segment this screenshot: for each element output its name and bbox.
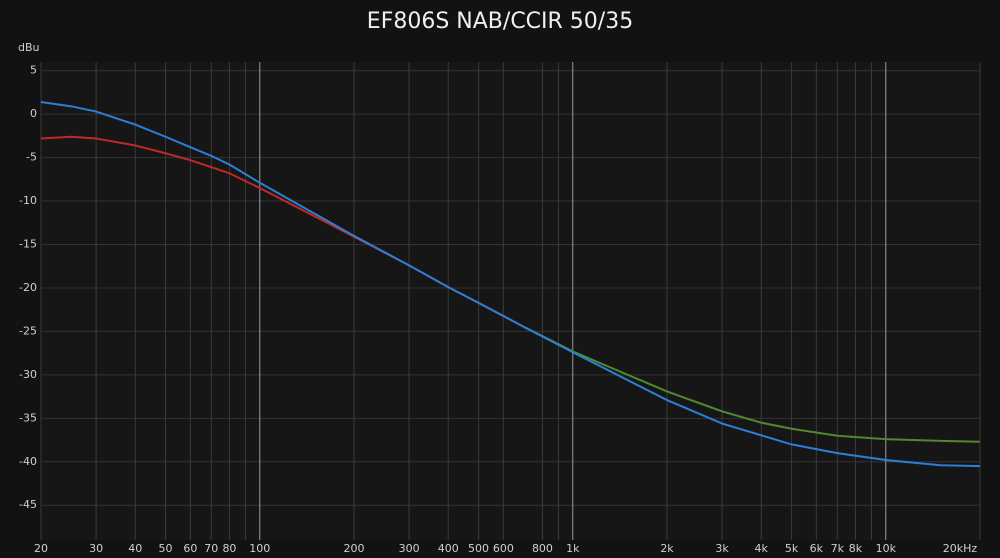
x-tick-label: 50 <box>159 542 173 555</box>
plot-area <box>41 62 980 540</box>
y-tick-label: -40 <box>19 455 37 468</box>
x-tick-label: 4k <box>755 542 769 555</box>
x-tick-label: 70 <box>204 542 218 555</box>
x-tick-label: 80 <box>222 542 236 555</box>
x-tick-label: 10k <box>876 542 897 555</box>
x-tick-label: 300 <box>399 542 420 555</box>
y-tick-label: -30 <box>19 368 37 381</box>
x-tick-label: 400 <box>438 542 459 555</box>
x-tick-label: 600 <box>493 542 514 555</box>
series-line <box>40 100 981 468</box>
y-tick-label: -25 <box>19 324 37 337</box>
chart-title: EF806S NAB/CCIR 50/35 <box>367 9 633 34</box>
x-tick-label: 20kHz <box>943 542 978 555</box>
x-tick-label: 40 <box>128 542 142 555</box>
y-tick-label: -10 <box>19 194 37 207</box>
x-tick-label: 30 <box>89 542 103 555</box>
y-tick-label: -35 <box>19 411 37 424</box>
x-tick-label: 6k <box>810 542 824 555</box>
y-tick-label: -20 <box>19 281 37 294</box>
x-tick-label: 5k <box>785 542 799 555</box>
x-tick-label: 500 <box>468 542 489 555</box>
x-tick-label: 8k <box>849 542 863 555</box>
x-tick-label: 800 <box>532 542 553 555</box>
x-tick-label: 3k <box>715 542 729 555</box>
series-line <box>523 326 981 443</box>
y-tick-label: -15 <box>19 238 37 251</box>
x-tick-label: 2k <box>660 542 674 555</box>
y-tick-label: 5 <box>30 64 37 77</box>
x-tick-label: 200 <box>344 542 365 555</box>
y-tick-label: 0 <box>30 107 37 120</box>
y-axis-label: dBu <box>18 41 40 54</box>
x-tick-label: 20 <box>34 542 48 555</box>
x-tick-label: 100 <box>249 542 270 555</box>
x-tick-label: 1k <box>566 542 580 555</box>
y-tick-label: -45 <box>19 498 37 511</box>
y-tick-label: -5 <box>26 151 37 164</box>
x-tick-label: 60 <box>183 542 197 555</box>
x-tick-label: 7k <box>831 542 845 555</box>
